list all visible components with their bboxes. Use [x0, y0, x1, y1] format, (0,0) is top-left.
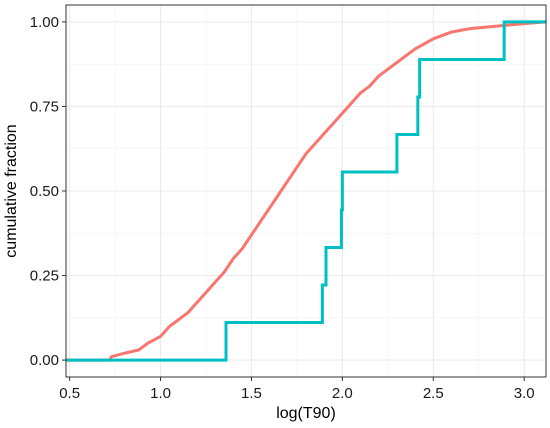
series-layer: [66, 20, 547, 362]
x-tick-label: 1.0: [150, 385, 171, 402]
x-axis-ticks: 0.5 1.0 1.5 2.0 2.5 3.0: [59, 377, 535, 402]
x-axis-title: log(T90): [276, 405, 336, 422]
y-tick-label: 0.25: [30, 268, 59, 285]
x-tick-label: 0.5: [59, 385, 80, 402]
x-tick-label: 2.0: [332, 385, 353, 402]
y-tick-label: 0.75: [30, 98, 59, 115]
y-tick-label: 0.50: [30, 183, 59, 200]
y-tick-label: 1.00: [30, 14, 59, 31]
y-axis-ticks: 0.00 0.25 0.50 0.75 1.00: [30, 14, 66, 369]
y-axis-title: cumulative fraction: [3, 124, 20, 257]
y-tick-label: 0.00: [30, 352, 59, 369]
series-line-2: [66, 20, 546, 362]
series-line-1: [66, 20, 547, 362]
x-tick-label: 1.5: [241, 385, 262, 402]
x-tick-label: 2.5: [423, 385, 444, 402]
x-tick-label: 3.0: [514, 385, 535, 402]
